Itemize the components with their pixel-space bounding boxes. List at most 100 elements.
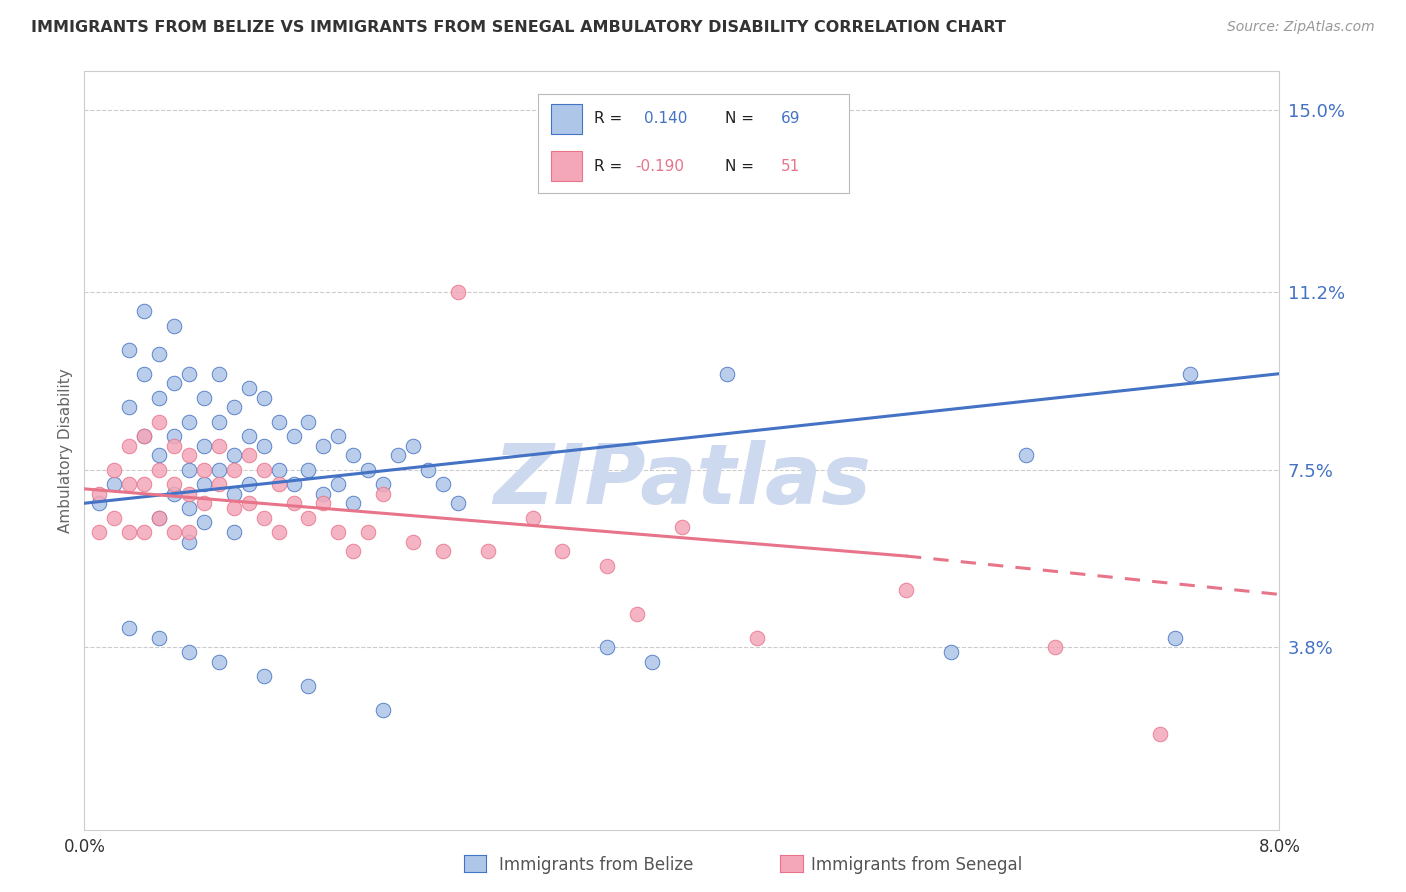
Point [177,524,200,539]
Point [208,367,231,381]
Point [193,439,215,453]
Point [238,477,260,491]
Point [148,347,170,361]
Point [447,285,470,299]
Point [939,645,962,659]
Point [163,439,186,453]
Point [1178,367,1201,381]
Point [283,496,305,510]
Point [193,477,215,491]
Point [118,477,141,491]
Point [208,415,231,429]
Point [253,391,276,405]
Point [357,524,380,539]
Point [103,477,125,491]
Point [596,640,619,655]
Point [193,516,215,530]
Point [894,582,917,597]
Point [148,391,170,405]
Point [222,524,245,539]
Point [283,477,305,491]
Y-axis label: Ambulatory Disability: Ambulatory Disability [58,368,73,533]
Point [177,645,200,659]
Point [328,524,350,539]
Point [297,415,319,429]
Text: Source: ZipAtlas.com: Source: ZipAtlas.com [1227,20,1375,34]
Point [148,631,170,645]
Point [163,524,186,539]
Point [132,429,156,443]
Point [387,448,409,462]
Point [193,391,215,405]
Point [342,448,364,462]
Point [222,401,245,415]
Point [177,534,200,549]
Point [238,381,260,395]
Point [328,429,350,443]
Point [193,463,215,477]
Point [118,524,141,539]
Point [132,367,156,381]
Point [177,463,200,477]
Point [373,486,395,500]
Text: Immigrants from Senegal: Immigrants from Senegal [811,856,1022,874]
Point [222,463,245,477]
Point [132,429,156,443]
Point [1164,631,1187,645]
Point [671,520,693,534]
Point [267,524,290,539]
Point [1149,726,1171,740]
Point [103,463,125,477]
Point [238,496,260,510]
Point [297,510,319,524]
Point [177,367,200,381]
Point [1014,448,1036,462]
Point [208,463,231,477]
Point [402,534,425,549]
Point [163,429,186,443]
Point [357,463,380,477]
Point [522,510,544,524]
Point [148,415,170,429]
Point [118,401,141,415]
Point [551,544,574,558]
Point [163,376,186,391]
Point [283,429,305,443]
Point [716,367,738,381]
Point [238,448,260,462]
Point [163,318,186,333]
Point [222,501,245,516]
Point [208,477,231,491]
Point [148,448,170,462]
Point [253,510,276,524]
Point [222,486,245,500]
Point [373,703,395,717]
Point [626,607,648,621]
Point [267,415,290,429]
Text: Immigrants from Belize: Immigrants from Belize [499,856,693,874]
Text: IMMIGRANTS FROM BELIZE VS IMMIGRANTS FROM SENEGAL AMBULATORY DISABILITY CORRELAT: IMMIGRANTS FROM BELIZE VS IMMIGRANTS FRO… [31,20,1005,35]
Point [118,343,141,357]
Point [118,621,141,635]
Point [132,477,156,491]
Point [208,655,231,669]
Point [267,477,290,491]
Point [177,448,200,462]
Point [253,463,276,477]
Point [402,439,425,453]
Point [641,655,664,669]
Point [297,463,319,477]
Point [148,510,170,524]
Point [432,544,454,558]
Point [177,486,200,500]
Point [177,415,200,429]
Point [447,496,470,510]
Point [253,669,276,683]
Point [89,486,111,500]
Point [342,496,364,510]
Point [596,558,619,573]
Point [432,477,454,491]
Point [222,448,245,462]
Point [267,463,290,477]
Point [312,486,335,500]
